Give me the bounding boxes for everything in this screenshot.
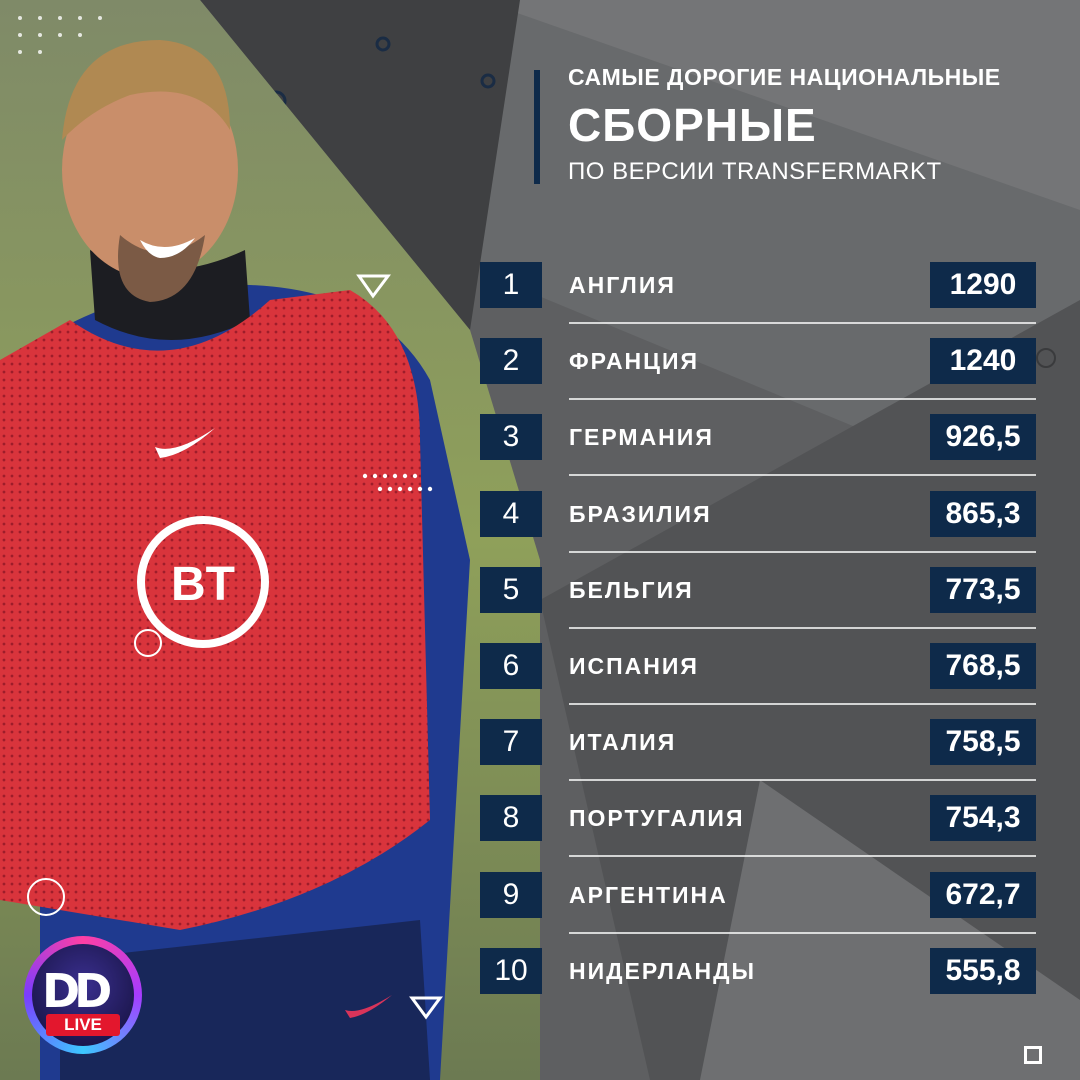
ranking-row: 5 БЕЛЬГИЯ 773,5 bbox=[480, 566, 1040, 643]
circle-outline-icon bbox=[1036, 348, 1056, 368]
circle-outline-icon bbox=[134, 629, 162, 657]
team-name: ИСПАНИЯ bbox=[569, 652, 699, 679]
rank-number: 9 bbox=[480, 871, 542, 918]
ranking-row: 3 ГЕРМАНИЯ 926,5 bbox=[480, 414, 1040, 490]
team-name: БРАЗИЛИЯ bbox=[569, 500, 712, 527]
team-value: 1240 bbox=[930, 338, 1036, 385]
swoosh-icon bbox=[155, 428, 215, 458]
circle-outline-icon bbox=[375, 36, 391, 52]
row-divider bbox=[569, 931, 1036, 934]
brand-logo[interactable]: DD LIVE bbox=[24, 936, 142, 1054]
ranking-row: 10 НИДЕРЛАНДЫ 555,8 bbox=[480, 947, 1040, 1024]
team-value: 758,5 bbox=[930, 719, 1036, 766]
team-value: 754,3 bbox=[930, 795, 1036, 842]
team-value: 1290 bbox=[930, 262, 1036, 308]
player-photo: BT bbox=[0, 0, 540, 1080]
dots-pattern-icon bbox=[18, 16, 102, 54]
rank-number: 7 bbox=[480, 719, 542, 766]
logo-mark: DD bbox=[42, 964, 112, 1018]
team-value: 865,3 bbox=[930, 490, 1036, 537]
row-divider bbox=[569, 626, 1036, 629]
swoosh-icon bbox=[345, 995, 392, 1018]
row-divider bbox=[569, 702, 1036, 705]
team-value: 768,5 bbox=[930, 642, 1036, 689]
live-badge: LIVE bbox=[46, 1014, 120, 1036]
team-name: БЕЛЬГИЯ bbox=[569, 576, 694, 603]
ranking-row: 9 АРГЕНТИНА 672,7 bbox=[480, 871, 1040, 948]
row-divider bbox=[569, 474, 1036, 477]
team-name: АРГЕНТИНА bbox=[569, 881, 728, 908]
team-name: НИДЕРЛАНДЫ bbox=[569, 957, 757, 984]
ranking-row: 1 АНГЛИЯ 1290 bbox=[480, 262, 1040, 338]
ranking-row: 7 ИТАЛИЯ 758,5 bbox=[480, 719, 1040, 795]
rank-number: 2 bbox=[480, 338, 542, 385]
title-accent-bar bbox=[534, 70, 540, 184]
ranking-row: 6 ИСПАНИЯ 768,5 bbox=[480, 642, 1040, 719]
row-divider bbox=[569, 398, 1036, 401]
team-name: АНГЛИЯ bbox=[569, 272, 676, 298]
ranking-row: 2 ФРАНЦИЯ 1240 bbox=[480, 338, 1040, 414]
rank-number: 1 bbox=[480, 262, 542, 308]
ranking-row: 4 БРАЗИЛИЯ 865,3 bbox=[480, 490, 1040, 567]
row-divider bbox=[569, 779, 1036, 782]
team-name: ПОРТУГАЛИЯ bbox=[569, 805, 745, 832]
row-divider bbox=[569, 855, 1036, 858]
team-name: ФРАНЦИЯ bbox=[569, 348, 700, 375]
bib-logo-text: BT bbox=[171, 558, 235, 611]
rank-number: 10 bbox=[480, 947, 542, 994]
rank-number: 5 bbox=[480, 566, 542, 613]
team-value: 926,5 bbox=[930, 414, 1036, 461]
row-divider bbox=[569, 322, 1036, 324]
ranking-list: 1 АНГЛИЯ 1290 2 ФРАНЦИЯ 1240 3 ГЕРМАНИЯ … bbox=[480, 262, 1040, 1024]
title-line-2: СБОРНЫЕ bbox=[568, 99, 817, 151]
square-outline-icon bbox=[1024, 1046, 1042, 1064]
rank-number: 3 bbox=[480, 414, 542, 461]
dots-pattern-icon bbox=[362, 473, 433, 492]
team-name: ИТАЛИЯ bbox=[569, 729, 677, 756]
rank-number: 4 bbox=[480, 490, 542, 537]
team-name: ГЕРМАНИЯ bbox=[569, 424, 714, 451]
background-panel-dark bbox=[200, 0, 520, 330]
circle-outline-icon bbox=[27, 878, 65, 916]
row-divider bbox=[569, 550, 1036, 553]
title-subtitle: ПО ВЕРСИИ TRANSFERMARKT bbox=[568, 158, 942, 185]
title-line-1: САМЫЕ ДОРОГИЕ НАЦИОНАЛЬНЫЕ bbox=[568, 64, 1001, 90]
background-panel-top bbox=[480, 0, 1080, 210]
ranking-row: 8 ПОРТУГАЛИЯ 754,3 bbox=[480, 795, 1040, 871]
team-value: 672,7 bbox=[930, 871, 1036, 918]
rank-number: 6 bbox=[480, 642, 542, 689]
team-value: 773,5 bbox=[930, 566, 1036, 613]
triangle-outline-icon bbox=[356, 274, 391, 299]
rank-number: 8 bbox=[480, 795, 542, 842]
team-value: 555,8 bbox=[930, 947, 1036, 994]
background-panel-corner bbox=[700, 780, 1080, 1080]
triangle-outline-icon bbox=[409, 996, 443, 1020]
circle-outline-icon bbox=[480, 73, 496, 89]
